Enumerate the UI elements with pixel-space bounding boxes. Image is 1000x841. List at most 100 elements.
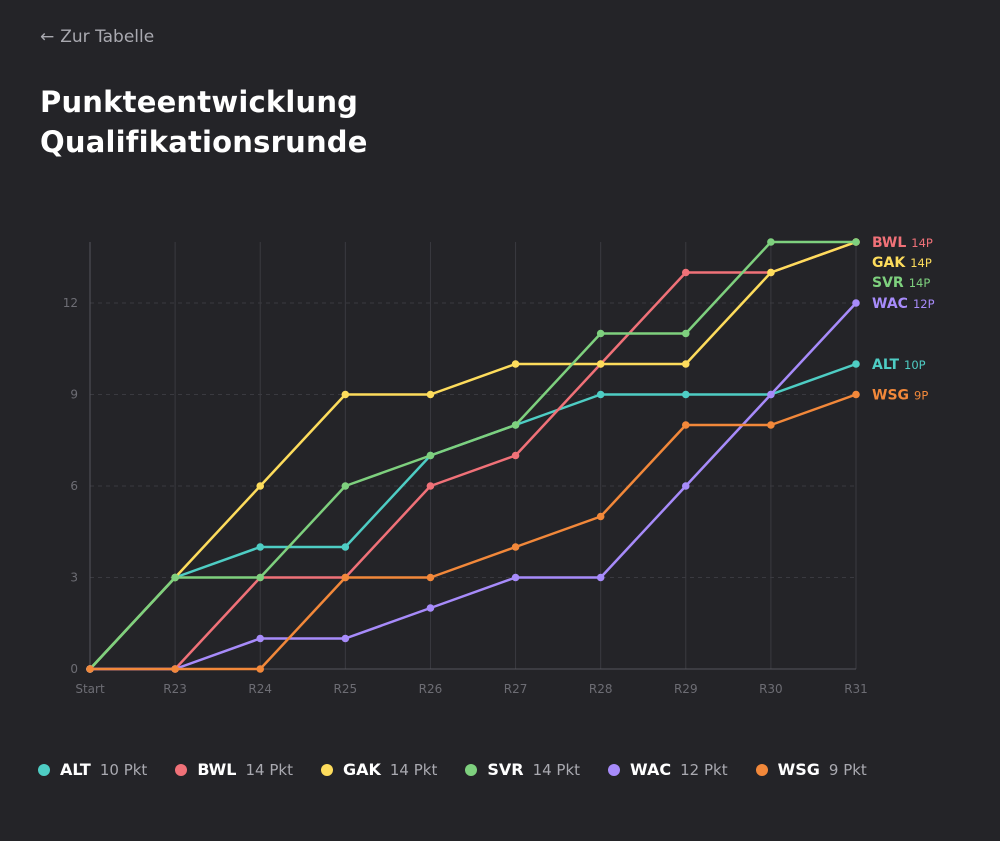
data-point-alt[interactable] xyxy=(596,390,605,399)
data-point-svr[interactable] xyxy=(681,329,690,338)
data-point-wac[interactable] xyxy=(341,634,350,643)
end-label-points: 14P xyxy=(909,276,931,290)
data-point-wac[interactable] xyxy=(852,299,860,307)
legend-item-wac[interactable]: WAC 12 Pkt xyxy=(608,760,728,779)
legend-item-alt[interactable]: ALT 10 Pkt xyxy=(38,760,147,779)
data-point-bwl[interactable] xyxy=(511,451,520,460)
data-point-wac[interactable] xyxy=(511,573,520,582)
data-point-gak[interactable] xyxy=(767,268,775,277)
data-point-wac[interactable] xyxy=(256,634,265,643)
legend-item-gak[interactable]: GAK 14 Pkt xyxy=(320,760,438,779)
data-point-svr[interactable] xyxy=(852,238,860,246)
data-point-gak[interactable] xyxy=(511,360,520,368)
y-tick-label: 12 xyxy=(63,296,78,310)
legend-team-name: GAK xyxy=(342,760,381,779)
y-tick-label: 9 xyxy=(70,388,78,402)
legend-item-bwl[interactable]: BWL 14 Pkt xyxy=(175,760,293,779)
data-point-wsg[interactable] xyxy=(511,543,520,551)
series-line-svr xyxy=(88,240,858,671)
data-point-wsg[interactable] xyxy=(341,573,350,582)
data-point-wac[interactable] xyxy=(596,573,605,582)
legend-points: 10 Pkt xyxy=(99,760,148,779)
series-alt xyxy=(86,360,860,673)
data-point-alt[interactable] xyxy=(256,543,265,551)
page-title-line-2: Qualifikationsrunde xyxy=(40,125,368,159)
data-point-svr[interactable] xyxy=(171,573,179,582)
series-layer xyxy=(86,238,860,673)
legend-team-name: SVR xyxy=(487,760,524,779)
end-label-gak: GAK 14P xyxy=(872,255,932,271)
end-label-name: SVR xyxy=(872,275,904,291)
x-tick-label: R23 xyxy=(163,682,187,696)
data-point-svr[interactable] xyxy=(511,421,520,429)
legend-item-svr[interactable]: SVR 14 Pkt xyxy=(465,760,580,779)
back-link[interactable]: ← Zur Tabelle xyxy=(40,27,154,47)
end-label-name: BWL xyxy=(872,235,906,251)
y-tick-label: 6 xyxy=(70,479,78,493)
series-line-wac xyxy=(88,301,858,671)
data-point-svr[interactable] xyxy=(767,238,775,246)
axis-layer: 0 3 6 9 12 Start R23 R24 R25 R26 R27 R28 R29 R30 R31 xyxy=(63,242,868,696)
x-tick-label: R27 xyxy=(504,682,528,696)
legend-dot-icon xyxy=(608,763,621,776)
data-point-wsg[interactable] xyxy=(426,573,435,582)
data-point-svr[interactable] xyxy=(596,329,605,338)
series-wsg xyxy=(86,390,860,673)
legend-dot-icon xyxy=(465,763,478,776)
legend-points: 12 Pkt xyxy=(680,760,728,779)
end-label-points: 14P xyxy=(911,236,933,250)
arrow-left-icon: ← xyxy=(40,27,55,47)
data-point-wsg[interactable] xyxy=(852,390,860,399)
data-point-wsg[interactable] xyxy=(767,421,775,429)
data-point-wac[interactable] xyxy=(681,482,690,490)
legend-team-name: WAC xyxy=(630,760,672,779)
legend-dot-icon xyxy=(175,763,188,776)
data-point-wsg[interactable] xyxy=(681,421,690,429)
data-point-wsg[interactable] xyxy=(171,665,179,673)
end-label-name: WAC xyxy=(872,296,908,312)
data-point-wsg[interactable] xyxy=(256,665,265,673)
end-label-wsg: WSG 9P xyxy=(872,388,928,404)
x-tick-label: R31 xyxy=(844,682,868,696)
end-label-wac: WAC 12P xyxy=(872,296,935,312)
end-label-name: GAK xyxy=(872,255,906,271)
data-point-bwl[interactable] xyxy=(426,482,435,490)
data-point-svr[interactable] xyxy=(256,573,265,582)
legend-points: 9 Pkt xyxy=(828,760,867,779)
end-label-points: 12P xyxy=(913,297,935,311)
legend-team-name: ALT xyxy=(60,760,91,779)
legend-points: 14 Pkt xyxy=(389,760,438,779)
legend-dot-icon xyxy=(38,763,50,776)
data-point-bwl[interactable] xyxy=(681,268,690,277)
data-point-svr[interactable] xyxy=(341,482,350,490)
end-label-points: 14P xyxy=(910,256,932,270)
data-point-alt[interactable] xyxy=(341,543,350,551)
legend-points: 14 Pkt xyxy=(245,760,293,779)
legend-item-wsg[interactable]: WSG 9 Pkt xyxy=(755,760,867,779)
end-label-name: WSG xyxy=(872,388,909,404)
data-point-wac[interactable] xyxy=(767,390,775,399)
legend-dot-icon xyxy=(755,763,768,776)
data-point-wac[interactable] xyxy=(426,604,435,612)
chart-legend: ALT 10 Pkt BWL 14 Pkt GAK 14 Pkt SVR 14 Pkt WAC 1… xyxy=(38,760,895,779)
legend-team-name: BWL xyxy=(197,760,237,779)
data-point-alt[interactable] xyxy=(852,360,860,368)
end-label-points: 9P xyxy=(914,389,928,403)
x-tick-label: Start xyxy=(75,682,105,696)
back-link-label: Zur Tabelle xyxy=(60,27,155,47)
page-title-line-1: Punkteentwicklung xyxy=(40,85,359,119)
data-point-gak[interactable] xyxy=(341,390,350,399)
data-point-gak[interactable] xyxy=(596,360,605,368)
data-point-svr[interactable] xyxy=(426,451,435,460)
data-point-gak[interactable] xyxy=(256,482,265,490)
page-title: Punkteentwicklung Qualifikationsrunde xyxy=(40,82,368,162)
data-point-gak[interactable] xyxy=(426,390,435,399)
data-point-alt[interactable] xyxy=(681,390,690,399)
y-tick-label: 3 xyxy=(70,571,78,585)
data-point-gak[interactable] xyxy=(681,360,690,368)
end-label-alt: ALT 10P xyxy=(872,357,926,373)
data-point-wsg[interactable] xyxy=(596,512,605,521)
series-line-wsg xyxy=(88,393,858,671)
end-label-points: 10P xyxy=(904,358,926,372)
data-point-wsg[interactable] xyxy=(86,665,94,673)
